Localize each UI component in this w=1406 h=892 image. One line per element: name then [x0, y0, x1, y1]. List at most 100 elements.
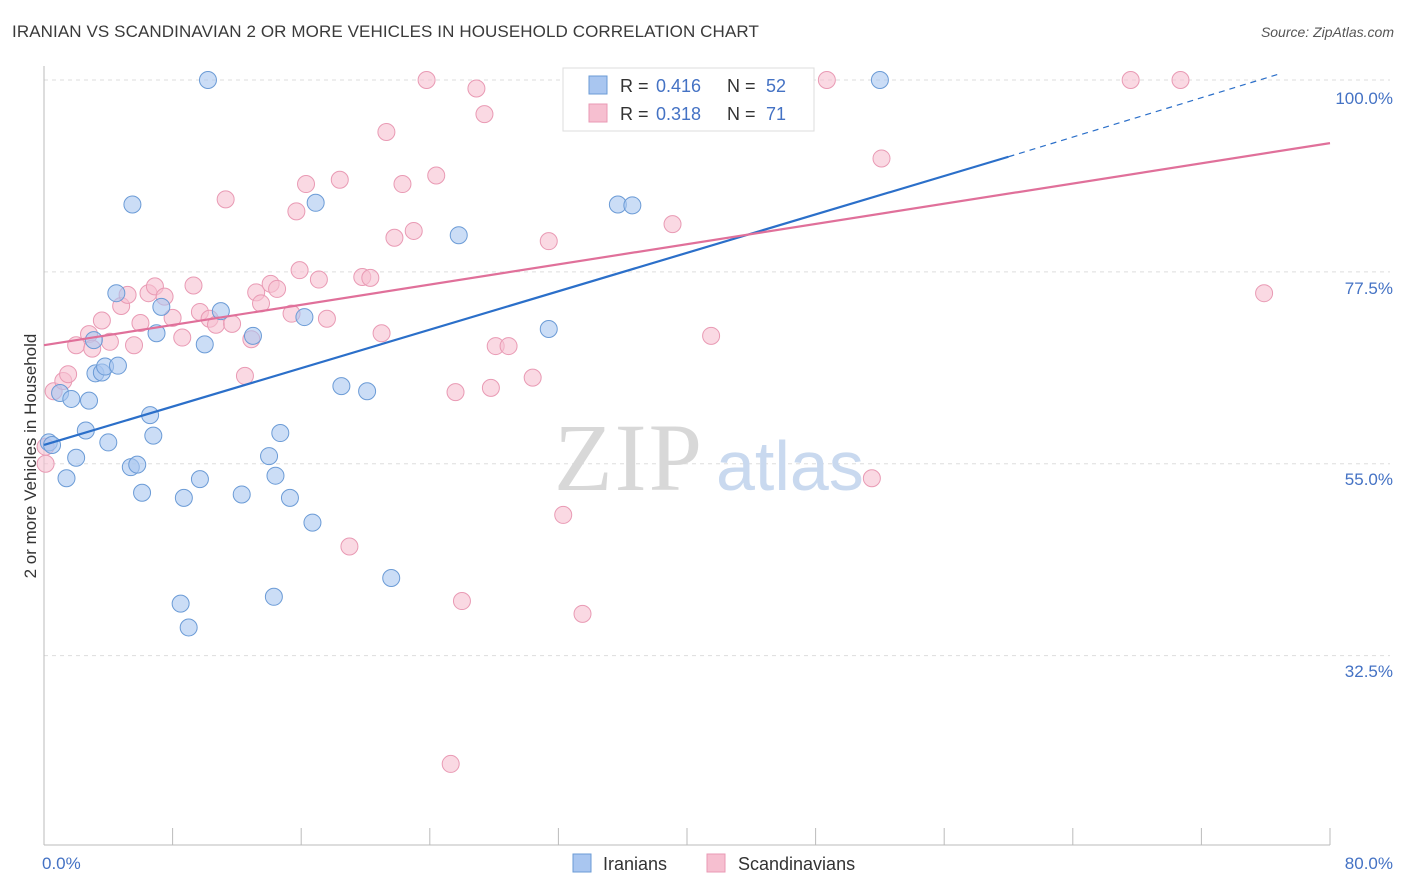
iranians-point [539, 320, 558, 339]
source-label: Source: ZipAtlas.com [1260, 24, 1394, 40]
scandinavians-point [92, 311, 111, 330]
iranians-point [144, 426, 163, 445]
bottom-legend-iranians: Iranians [603, 854, 667, 874]
iranians-point [382, 569, 401, 588]
scandinavians-point [173, 328, 192, 347]
iranians-point [108, 356, 127, 375]
iranians-point [623, 196, 642, 215]
iranians-point [80, 391, 99, 410]
y-tick-label-1: 32.5% [1345, 662, 1393, 681]
iranians-trend-extension [1008, 72, 1282, 158]
iranians-point [870, 71, 889, 89]
scandinavians-point [573, 604, 592, 623]
scandinavians-point [446, 383, 465, 402]
scandinavians-point [862, 469, 881, 488]
legend-n-label-2: N = [727, 104, 756, 124]
scandinavians-point [481, 378, 500, 397]
top-legend: R = 0.416 N = 52 R = 0.318 N = 71 [562, 67, 815, 132]
iranians-point [332, 377, 351, 396]
y-tick-label-3: 77.5% [1345, 279, 1393, 298]
scandinavians-point [467, 79, 486, 98]
scandinavians-points [36, 71, 1274, 773]
legend-r-label-1: R = [620, 76, 649, 96]
iranians-point [171, 594, 190, 613]
iranians-point [107, 284, 126, 303]
scandinavians-point [235, 366, 254, 385]
iranians-point [295, 308, 314, 327]
iranians-point [271, 424, 290, 443]
scandinavians-point [163, 308, 182, 327]
iranians-point [303, 513, 322, 532]
legend-swatch-iranians [588, 75, 608, 95]
scandinavians-point [499, 337, 518, 356]
scandinavians-point [317, 309, 336, 328]
scandinavians-point [1255, 284, 1274, 303]
scandinavians-point [702, 326, 721, 345]
scandinavians-point [309, 270, 328, 289]
scandinavians-point [817, 71, 836, 89]
iranians-point [84, 331, 103, 350]
watermark: ZIP atlas [554, 404, 864, 511]
scandinavians-point [287, 202, 306, 221]
bottom-legend-scandinavians: Scandinavians [738, 854, 855, 874]
iranians-point [306, 193, 325, 212]
y-tick-label-2: 55.0% [1345, 470, 1393, 489]
legend-r-label-2: R = [620, 104, 649, 124]
scandinavians-trend-line [43, 142, 1331, 347]
scandinavians-point [131, 314, 150, 333]
scandinavians-point [59, 365, 78, 384]
iranians-point [190, 470, 209, 489]
iranians-point [280, 488, 299, 507]
iranians-point [128, 455, 147, 474]
scandinavians-point [268, 279, 287, 298]
iranians-point [232, 485, 251, 504]
x-tick-label-max: 80.0% [1345, 854, 1393, 873]
scandinavians-point [663, 215, 682, 234]
scandinavians-point [377, 123, 396, 142]
legend-n-value-2: 71 [766, 104, 786, 124]
iranians-points [39, 71, 889, 637]
bottom-legend-swatch-iranians [572, 853, 592, 873]
scandinavians-point [441, 754, 460, 773]
iranians-point [62, 389, 81, 408]
iranians-point [67, 448, 86, 467]
iranians-point [198, 71, 217, 89]
scandinavians-point [427, 166, 446, 185]
trend-lines [43, 72, 1331, 447]
iranians-point [243, 326, 262, 345]
iranians-point [133, 483, 152, 502]
scandinavians-point [297, 175, 316, 194]
iranians-trend-line [43, 155, 1009, 447]
scandinavians-point [404, 221, 423, 240]
scandinavians-point [475, 105, 494, 124]
scandinavians-point [452, 592, 471, 611]
scandinavians-point [554, 505, 573, 524]
legend-n-value-1: 52 [766, 76, 786, 96]
legend-swatch-scandinavians [588, 103, 608, 123]
iranians-point [260, 447, 279, 466]
chart-title: IRANIAN VS SCANDINAVIAN 2 OR MORE VEHICL… [12, 22, 759, 41]
iranians-point [449, 226, 468, 245]
iranians-point [99, 433, 118, 452]
iranians-point [211, 302, 230, 321]
scandinavians-point [36, 454, 55, 473]
iranians-point [152, 297, 171, 316]
iranians-point [195, 335, 214, 354]
scandinavians-point [417, 71, 436, 89]
legend-r-value-2: 0.318 [656, 104, 701, 124]
scandinavians-point [385, 228, 404, 247]
scandinavians-point [290, 261, 309, 280]
iranians-point [264, 587, 283, 606]
watermark-atlas: atlas [716, 427, 864, 505]
scandinavians-point [361, 268, 380, 287]
x-tick-label-min: 0.0% [42, 854, 81, 873]
iranians-point [179, 618, 198, 637]
watermark-zip: ZIP [554, 404, 704, 511]
scandinavians-point [372, 324, 391, 343]
bottom-legend: Iranians Scandinavians [572, 853, 855, 874]
scandinavians-point [340, 537, 359, 556]
scandinavians-point [1121, 71, 1140, 89]
iranians-point [266, 466, 285, 485]
legend-n-label-1: N = [727, 76, 756, 96]
